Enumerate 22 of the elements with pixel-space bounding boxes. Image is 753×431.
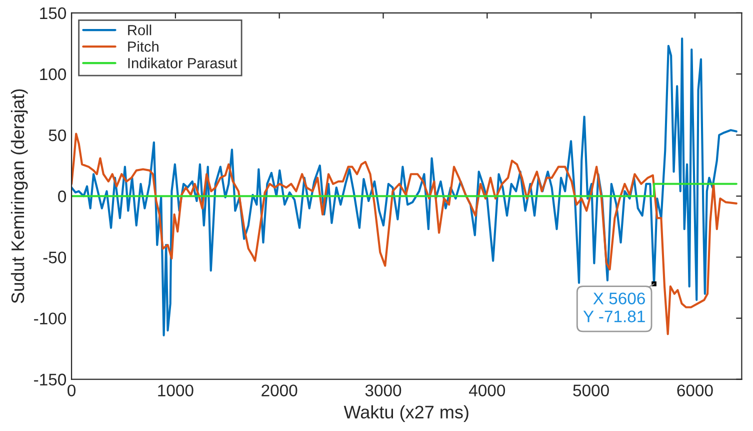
legend-label: Roll [128, 24, 152, 36]
y-tick-label: -150 [34, 374, 66, 386]
annotation: X 5606 Y -71.81 [583, 292, 645, 322]
x-tick-label: 5000 [573, 384, 609, 396]
line-series [72, 132, 738, 336]
x-tick-label: 4000 [468, 384, 506, 396]
y-tick-label: 50 [48, 129, 66, 142]
y-tick-label: 100 [40, 68, 66, 80]
x-tick-label: 6000 [677, 384, 713, 396]
y-tick-label: -100 [34, 312, 66, 324]
legend-label: Indikator Parasut [128, 58, 238, 68]
x-tick-label: 0 [68, 384, 76, 396]
y-tick-label: -50 [43, 252, 66, 264]
y-tick-label: 150 [40, 7, 66, 20]
line-series [72, 38, 738, 336]
x-axis-title: Waktu (x27 ms) [344, 405, 468, 422]
legend-label: Pitch [128, 41, 158, 52]
y-tick-label: 0 [58, 190, 66, 202]
x-tick-label: 3000 [365, 384, 402, 396]
y-axis-title: Sudut Kemiringan (derajat) [10, 89, 28, 304]
x-tick-label: 1000 [158, 384, 194, 396]
x-tick-label: 2000 [262, 384, 298, 396]
